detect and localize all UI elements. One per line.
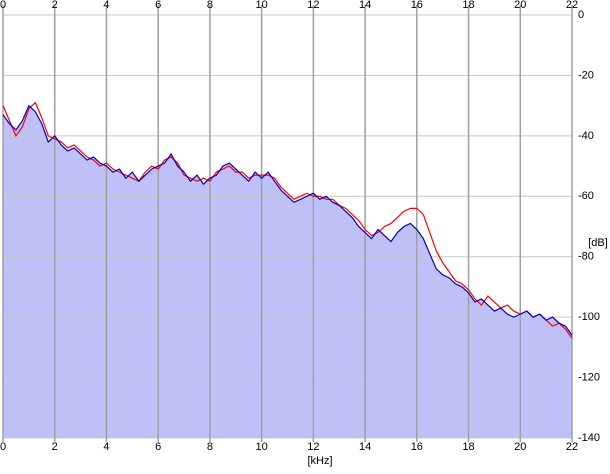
spectrum-area	[3, 105, 572, 439]
x-tick-label-top: 8	[207, 0, 213, 11]
y-tick-label: -140	[578, 432, 600, 444]
x-tick-label-top: 6	[155, 0, 161, 11]
x-tick-label: 8	[207, 441, 213, 453]
x-tick-label: 22	[566, 441, 578, 453]
y-tick-label: -100	[578, 311, 600, 323]
y-tick-label: -120	[578, 371, 600, 383]
x-tick-label-top: 4	[103, 0, 109, 11]
x-tick-label-top: 14	[359, 0, 371, 11]
x-axis-label: [kHz]	[307, 455, 332, 467]
x-tick-label: 14	[359, 441, 371, 453]
x-tick-label: 20	[514, 441, 526, 453]
y-tick-label: 0	[578, 9, 584, 21]
x-tick-label-top: 18	[462, 0, 474, 11]
x-tick-label: 12	[307, 441, 319, 453]
x-tick-label: 2	[52, 441, 58, 453]
y-tick-label: -20	[578, 69, 594, 81]
x-tick-label: 6	[155, 441, 161, 453]
x-tick-label-top: 10	[256, 0, 268, 11]
x-tick-label: 16	[411, 441, 423, 453]
x-tick-label: 10	[256, 441, 268, 453]
y-tick-label: -60	[578, 190, 594, 202]
x-tick-label: 18	[462, 441, 474, 453]
x-tick-label-top: 16	[411, 0, 423, 11]
x-tick-label: 4	[103, 441, 109, 453]
y-tick-label: -40	[578, 130, 594, 142]
y-axis-label: [dB]	[588, 237, 608, 249]
y-tick-label: -80	[578, 251, 594, 263]
x-tick-label-top: 12	[307, 0, 319, 11]
plot-area	[2, 5, 573, 442]
x-tick-label-top: 0	[0, 0, 6, 11]
x-tick-label-top: 22	[566, 0, 578, 11]
spectrum-line	[2, 104, 573, 336]
x-tick-label: 0	[0, 441, 6, 453]
x-tick-label-top: 20	[514, 0, 526, 11]
x-tick-label-top: 2	[52, 0, 58, 11]
